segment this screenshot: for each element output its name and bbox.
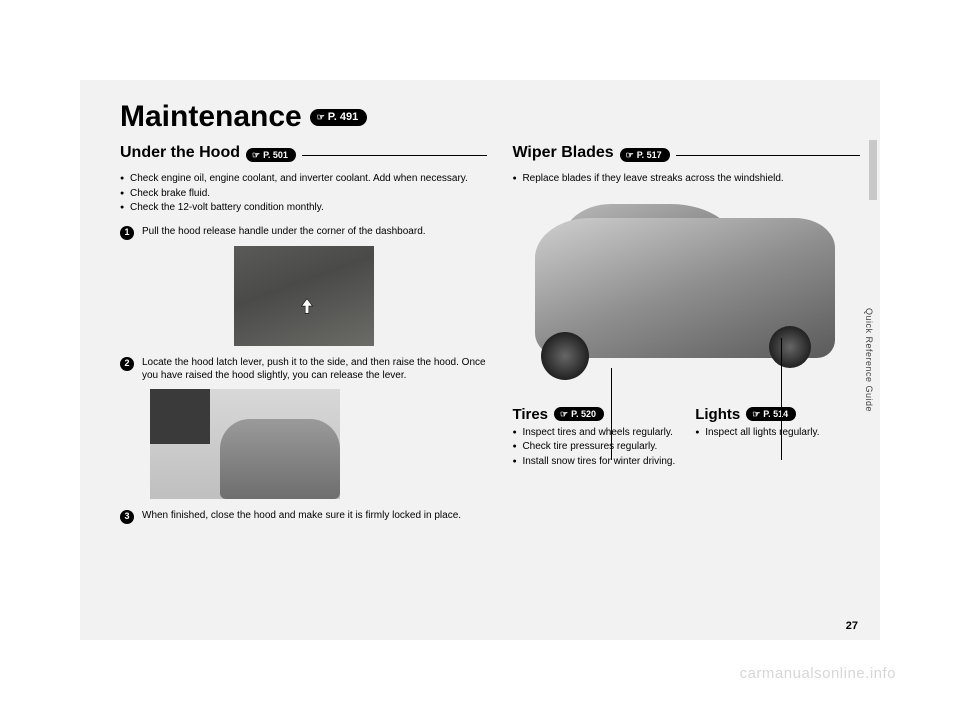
page-title: Maintenance P. 491 — [120, 100, 860, 134]
car-illustration — [531, 198, 841, 388]
arrow-up-icon — [296, 296, 318, 318]
wiper-title: Wiper Blades — [512, 144, 613, 162]
wiper-ref[interactable]: P. 517 — [620, 148, 670, 162]
latch-detail — [150, 389, 210, 444]
tires-header: Tires P. 520 — [512, 406, 677, 423]
list-item: Inspect all lights regularly. — [695, 426, 860, 440]
under-hood-title: Under the Hood — [120, 144, 240, 162]
side-tab-marker — [869, 140, 877, 200]
list-item: Replace blades if they leave streaks acr… — [512, 172, 860, 186]
hood-latch-image — [150, 389, 340, 499]
under-hood-ref[interactable]: P. 501 — [246, 148, 296, 162]
list-item: Check tire pressures regularly. — [512, 440, 677, 454]
title-text: Maintenance — [120, 100, 302, 134]
step-3: 3 When finished, close the hood and make… — [120, 509, 487, 524]
title-page-ref[interactable]: P. 491 — [310, 109, 367, 126]
wiper-header: Wiper Blades P. 517 — [512, 144, 860, 166]
lights-ref[interactable]: P. 514 — [746, 407, 796, 421]
left-column: Under the Hood P. 501 Check engine oil, … — [120, 144, 487, 530]
car-front-illustration — [220, 419, 340, 499]
list-item: Install snow tires for winter driving. — [512, 455, 677, 469]
under-hood-bullets: Check engine oil, engine coolant, and in… — [120, 172, 487, 215]
side-label: Quick Reference Guide — [864, 308, 874, 412]
list-item: Check brake fluid. — [120, 187, 487, 201]
side-tab: Quick Reference Guide — [861, 80, 877, 640]
list-item: Check the 12-volt battery condition mont… — [120, 201, 487, 215]
car-wheel — [541, 332, 589, 380]
lights-bullets: Inspect all lights regularly. — [695, 426, 860, 440]
tires-title: Tires — [512, 406, 548, 423]
step-2: 2 Locate the hood latch lever, push it t… — [120, 356, 487, 383]
under-hood-header: Under the Hood P. 501 — [120, 144, 487, 166]
list-item: Check engine oil, engine coolant, and in… — [120, 172, 487, 186]
step-text: Pull the hood release handle under the c… — [142, 225, 426, 240]
wiper-bullets: Replace blades if they leave streaks acr… — [512, 172, 860, 186]
step-number-icon: 1 — [120, 226, 134, 240]
step-text: Locate the hood latch lever, push it to … — [142, 356, 487, 383]
page-body: Quick Reference Guide Maintenance P. 491… — [80, 80, 880, 640]
step-number-icon: 2 — [120, 357, 134, 371]
tires-section: Tires P. 520 Inspect tires and wheels re… — [512, 406, 677, 479]
sub-sections: Tires P. 520 Inspect tires and wheels re… — [512, 406, 860, 479]
hood-release-image — [234, 246, 374, 346]
content-columns: Under the Hood P. 501 Check engine oil, … — [120, 144, 860, 530]
tires-ref[interactable]: P. 520 — [554, 407, 604, 421]
right-column: Wiper Blades P. 517 Replace blades if th… — [512, 144, 860, 530]
step-number-icon: 3 — [120, 510, 134, 524]
step-1: 1 Pull the hood release handle under the… — [120, 225, 487, 240]
step-text: When finished, close the hood and make s… — [142, 509, 461, 524]
callout-line-lights — [781, 338, 782, 460]
list-item: Inspect tires and wheels regularly. — [512, 426, 677, 440]
page-number: 27 — [846, 620, 858, 632]
lights-header: Lights P. 514 — [695, 406, 860, 423]
tires-bullets: Inspect tires and wheels regularly. Chec… — [512, 426, 677, 469]
lights-section: Lights P. 514 Inspect all lights regular… — [695, 406, 860, 479]
lights-title: Lights — [695, 406, 740, 423]
watermark: carmanualsonline.info — [740, 665, 896, 682]
car-wheel — [769, 326, 811, 368]
